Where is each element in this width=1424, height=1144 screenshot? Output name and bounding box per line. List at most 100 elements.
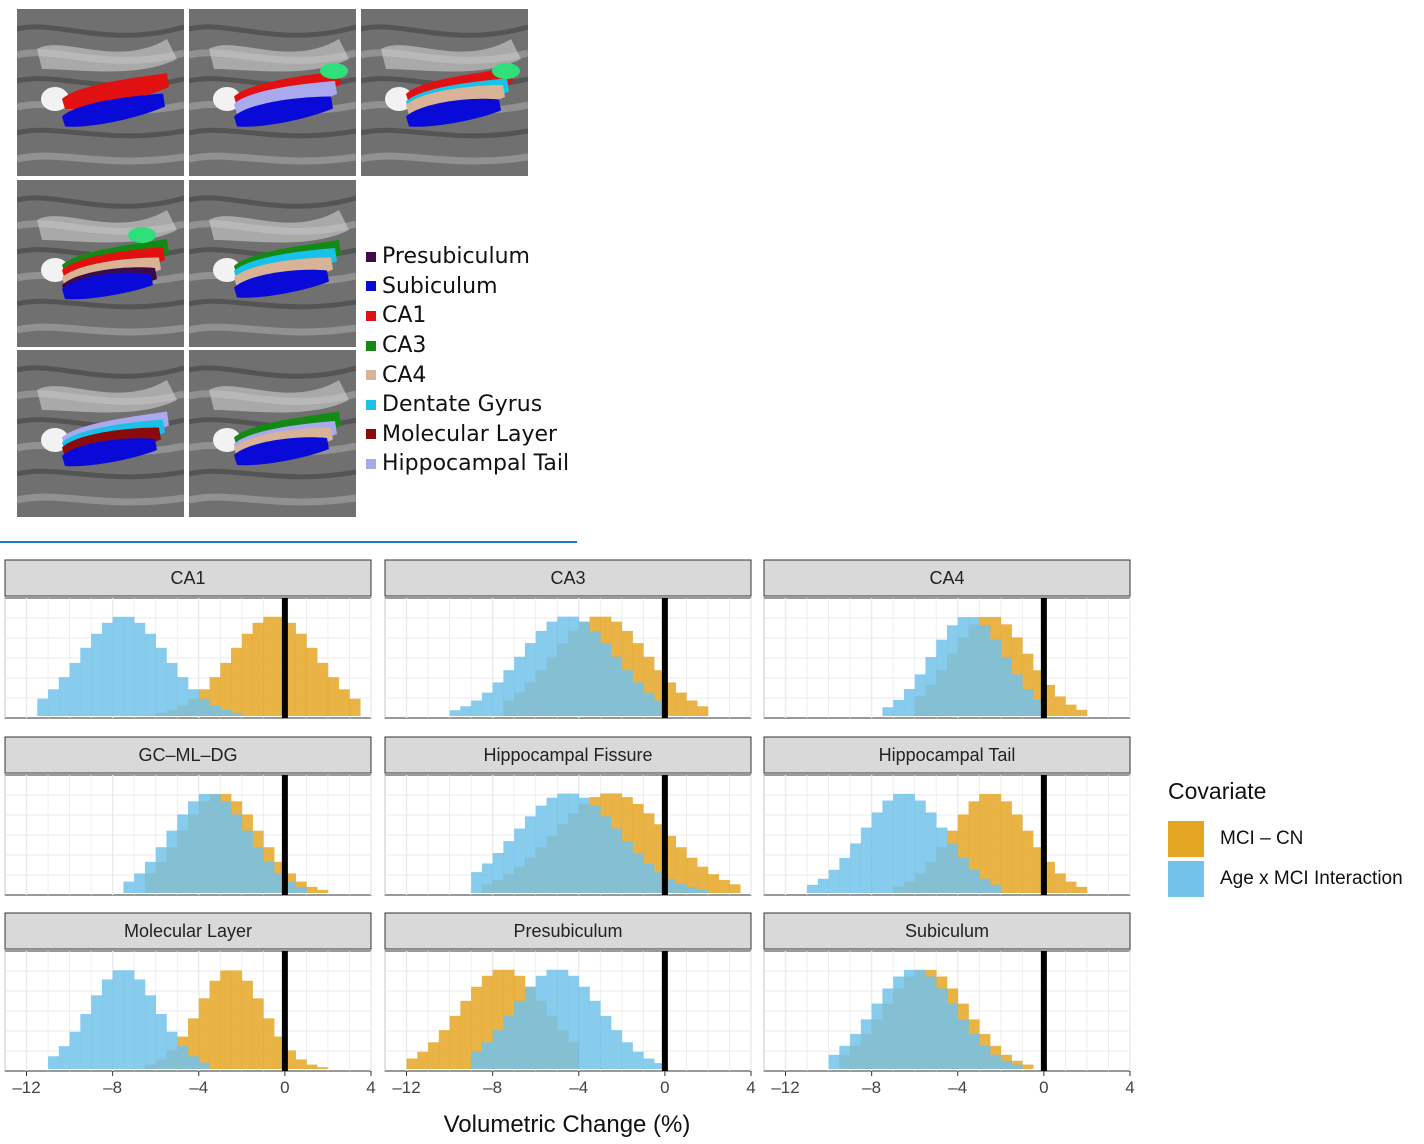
bar-age-mci	[48, 1056, 60, 1069]
brain-fold	[17, 127, 184, 139]
bar-mci-cn	[654, 670, 666, 716]
bar-age-mci	[925, 812, 937, 893]
bar-mci-cn	[664, 682, 676, 716]
bar-mci-cn	[1043, 861, 1055, 893]
bar-age-mci	[968, 869, 980, 893]
bar-age-mci	[1000, 1060, 1012, 1069]
bar-age-mci	[600, 643, 612, 716]
facet-strip	[763, 559, 1131, 597]
bar-age-mci	[492, 853, 504, 893]
subfield-label-region	[406, 98, 501, 127]
mri-slice-image	[189, 180, 356, 347]
bar-age-mci	[871, 1003, 883, 1069]
bar-mci-cn	[1043, 684, 1055, 716]
bar-mci-cn	[209, 677, 221, 716]
facet-panel: CA1	[4, 559, 372, 719]
bar-age-mci	[198, 698, 210, 716]
facet-panel: Subiculum –12 –8 –4 0 4	[763, 912, 1135, 1097]
bar-age-mci	[568, 975, 580, 1069]
facet-panel: Molecular Layer –12 –8 –4 0 4	[4, 912, 376, 1097]
legend-swatch	[366, 310, 376, 321]
mri-slice-image	[189, 9, 356, 176]
facet-title: Hippocampal Fissure	[483, 745, 652, 765]
mri-slice-image	[17, 350, 184, 517]
bar-age-mci	[220, 710, 232, 716]
bar-age-mci	[828, 869, 840, 893]
subfield-label-region	[234, 96, 333, 127]
bar-age-mci	[589, 805, 601, 893]
bar-age-mci	[578, 797, 590, 893]
bar-age-mci	[1011, 1064, 1023, 1069]
bar-age-mci	[252, 847, 264, 893]
bar-age-mci	[643, 863, 655, 893]
bar-mci-cn	[643, 813, 655, 893]
bar-age-mci	[144, 995, 157, 1069]
bar-age-mci	[80, 647, 92, 716]
bar-age-mci	[144, 861, 157, 893]
bar-mci-cn	[990, 793, 1002, 893]
bar-age-mci	[828, 1054, 840, 1069]
subfield-label-region	[62, 73, 169, 110]
bar-age-mci	[990, 884, 1002, 893]
bar-age-mci	[632, 682, 644, 716]
bar-mci-cn	[632, 643, 644, 716]
x-tick-label: 4	[366, 1078, 375, 1097]
bar-age-mci	[882, 800, 894, 893]
bar-age-mci	[1000, 657, 1012, 716]
bar-age-mci	[263, 861, 275, 893]
bar-age-mci	[69, 1031, 81, 1069]
legend-item-subiculum: Subiculum	[366, 272, 569, 302]
bar-mci-cn	[284, 1050, 296, 1069]
bar-age-mci	[990, 1054, 1002, 1069]
bar-age-mci	[611, 1030, 623, 1069]
bar-mci-cn	[481, 975, 493, 1069]
bar-age-mci	[914, 674, 926, 716]
bar-age-mci	[979, 878, 991, 893]
bar-age-mci	[557, 969, 569, 1069]
bar-mci-cn	[188, 1018, 200, 1069]
bar-mci-cn	[1076, 886, 1088, 893]
bar-mci-cn	[449, 1015, 461, 1069]
bar-mci-cn	[209, 980, 221, 1069]
bar-age-mci	[979, 1045, 991, 1069]
bar-mci-cn	[428, 1042, 440, 1069]
bar-age-mci	[460, 706, 472, 716]
bar-age-mci	[893, 793, 905, 893]
bar-mci-cn	[198, 998, 210, 1069]
mri-slice-2	[189, 9, 356, 176]
bar-age-mci	[957, 857, 969, 893]
bar-age-mci	[58, 1046, 70, 1069]
bar-age-mci	[546, 797, 558, 893]
white-matter	[209, 380, 349, 413]
bar-mci-cn	[241, 980, 253, 1069]
bar-age-mci	[654, 872, 666, 893]
bar-age-mci	[557, 616, 569, 716]
x-tick-label: 0	[280, 1078, 289, 1097]
x-tick-label: 0	[1039, 1078, 1048, 1097]
bar-age-mci	[697, 889, 709, 893]
bar-mci-cn	[220, 970, 232, 1069]
bar-age-mci	[492, 682, 504, 716]
facet-strip	[763, 912, 1131, 950]
bar-age-mci	[925, 976, 937, 1069]
bar-age-mci	[123, 970, 135, 1069]
facet-title: CA4	[929, 568, 964, 588]
bar-age-mci	[524, 986, 537, 1069]
bar-age-mci	[241, 830, 253, 893]
bar-age-mci	[471, 872, 483, 893]
brain-fold	[17, 195, 184, 209]
bar-age-mci	[123, 881, 135, 893]
bar-age-mci	[481, 692, 493, 716]
bar-age-mci	[893, 976, 905, 1069]
facet-panel: Presubiculum –12 –8 –4 0 4	[384, 912, 756, 1097]
bar-age-mci	[968, 617, 980, 716]
bar-age-mci	[914, 800, 926, 893]
legend-item-age-mci: Age x MCI Interaction	[1168, 859, 1403, 899]
bar-age-mci	[903, 793, 916, 893]
subfield-label-region	[62, 438, 157, 467]
subfield-label-region	[234, 269, 329, 298]
bar-age-mci	[589, 1000, 601, 1069]
bar-age-mci	[91, 995, 103, 1069]
bar-mci-cn	[263, 1018, 275, 1069]
fimbria-region	[128, 227, 156, 243]
